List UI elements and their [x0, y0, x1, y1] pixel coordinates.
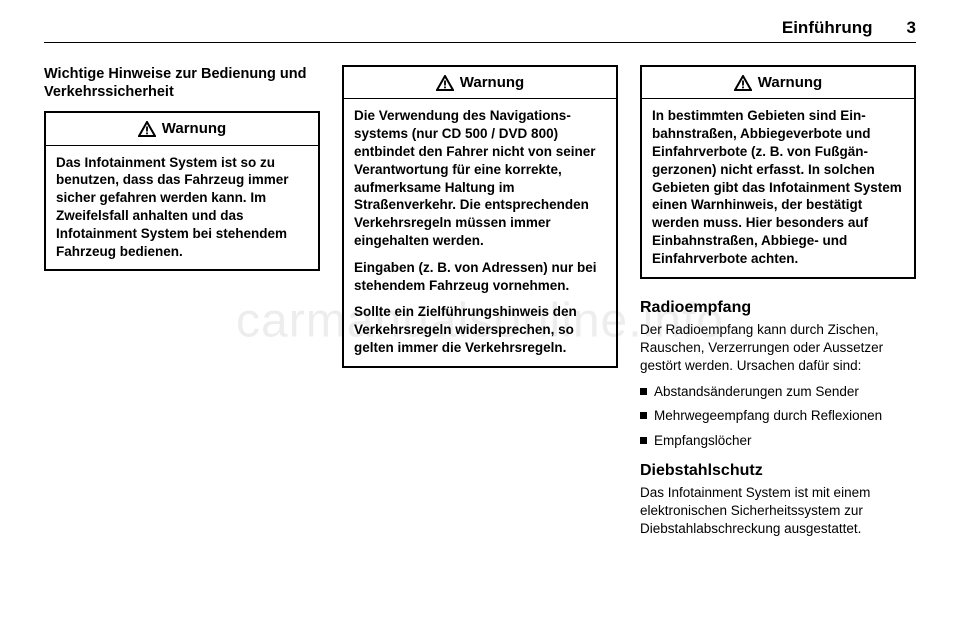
page-header: Einführung 3	[44, 18, 916, 43]
col1-subheading: Wichtige Hinweise zur Bedienung und Verk…	[44, 65, 320, 101]
warning-box-3-title-text: Warnung	[758, 73, 822, 93]
column-2: Warnung Die Verwendung des Navigations­s…	[342, 65, 618, 624]
warning-box-1-title: Warnung	[46, 113, 318, 145]
warning-box-2: Warnung Die Verwendung des Navigations­s…	[342, 65, 618, 368]
warning-box-3-title: Warnung	[642, 67, 914, 99]
warning-box-3: Warnung In bestimmten Gebieten sind Ein­…	[640, 65, 916, 279]
warning-box-2-title-text: Warnung	[460, 73, 524, 93]
header-section-title: Einführung	[782, 18, 873, 38]
column-3: Warnung In bestimmten Gebieten sind Ein­…	[640, 65, 916, 624]
column-1: Wichtige Hinweise zur Bedienung und Verk…	[44, 65, 320, 624]
warning-box-2-p2: Eingaben (z. B. von Adressen) nur bei st…	[354, 259, 606, 295]
warning-icon	[138, 121, 156, 137]
radio-section-title: Radioempfang	[640, 297, 916, 319]
radio-bullets: Abstandsänderungen zum Sender Mehrwegeem…	[640, 383, 916, 455]
warning-icon	[436, 75, 454, 91]
warning-box-2-p1: Die Verwendung des Navigations­systems (…	[354, 107, 606, 250]
page-container: Einführung 3 Wichtige Hinweise zur Bedie…	[0, 0, 960, 642]
warning-box-2-p3: Sollte ein Zielführungshinweis den Verke…	[354, 303, 606, 356]
theft-body: Das Infotainment System ist mit einem el…	[640, 484, 916, 538]
warning-box-1-text: Das Infotainment System ist so zu benutz…	[56, 154, 308, 261]
theft-section-title: Diebstahlschutz	[640, 460, 916, 482]
warning-box-1-body: Das Infotainment System ist so zu benutz…	[46, 146, 318, 270]
warning-box-3-body: In bestimmten Gebieten sind Ein­bahnstra…	[642, 99, 914, 276]
warning-box-3-text: In bestimmten Gebieten sind Ein­bahnstra…	[652, 107, 904, 267]
radio-intro: Der Radioempfang kann durch Zi­schen, Ra…	[640, 321, 916, 375]
columns: Wichtige Hinweise zur Bedienung und Verk…	[44, 65, 916, 624]
radio-bullet-2: Mehrwegeempfang durch Reflexio­nen	[640, 407, 916, 425]
warning-box-1: Warnung Das Infotainment System ist so z…	[44, 111, 320, 271]
warning-box-2-body: Die Verwendung des Navigations­systems (…	[344, 99, 616, 366]
radio-bullet-3: Empfangslöcher	[640, 432, 916, 450]
header-page-number: 3	[907, 18, 916, 38]
warning-box-1-title-text: Warnung	[162, 119, 226, 139]
radio-bullet-1: Abstandsänderungen zum Sender	[640, 383, 916, 401]
warning-box-2-title: Warnung	[344, 67, 616, 99]
warning-icon	[734, 75, 752, 91]
